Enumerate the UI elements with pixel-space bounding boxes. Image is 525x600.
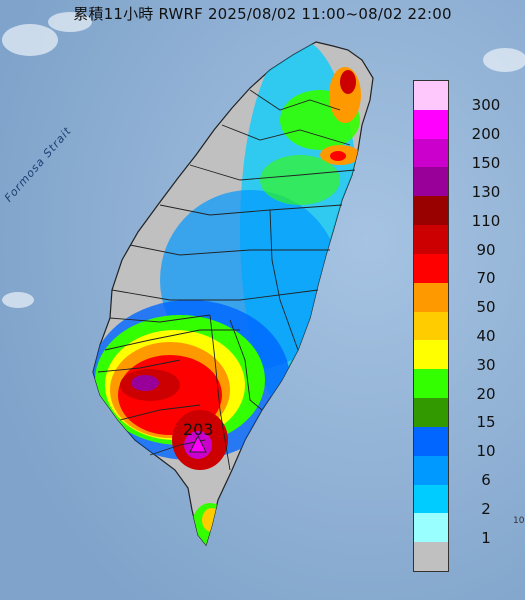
max-rainfall-marker xyxy=(189,434,207,453)
corner-mark: 10 xyxy=(513,516,525,526)
rain-field-mid-green xyxy=(260,155,340,205)
rainfall-legend-bar xyxy=(413,80,449,572)
legend-label: 50 xyxy=(476,298,496,317)
map-title: 累積11小時 RWRF 2025/08/02 11:00~08/02 22:00 xyxy=(73,5,452,23)
legend-label: 6 xyxy=(481,471,491,490)
legend-label: 2 xyxy=(481,499,491,518)
legend-swatch xyxy=(414,225,448,255)
legend-swatch xyxy=(414,81,448,110)
legend-swatch xyxy=(414,196,448,226)
legend-label: 110 xyxy=(471,211,501,230)
max-rainfall-label: 203 xyxy=(183,420,214,439)
legend-swatch xyxy=(414,282,448,312)
rain-field-ne-red xyxy=(330,151,346,161)
legend-label: 1 xyxy=(481,528,491,547)
legend-swatch xyxy=(414,398,448,428)
legend-label: 150 xyxy=(471,154,501,173)
legend-swatch xyxy=(414,340,448,370)
legend-swatch xyxy=(414,369,448,399)
cloud-patches xyxy=(2,12,525,308)
legend-label: 130 xyxy=(471,182,501,201)
legend-swatch xyxy=(414,138,448,168)
legend-swatch xyxy=(414,542,448,572)
legend-swatch xyxy=(414,253,448,283)
legend-label: 15 xyxy=(476,413,496,432)
rain-field-north-red xyxy=(340,70,356,94)
legend-label: 30 xyxy=(476,355,496,374)
legend-swatch xyxy=(414,311,448,341)
legend-swatch xyxy=(414,109,448,139)
legend-label: 300 xyxy=(471,96,501,115)
legend-label: 40 xyxy=(476,327,496,345)
legend-swatch xyxy=(414,167,448,197)
legend-label: 10 xyxy=(476,442,496,461)
legend-label: 20 xyxy=(476,384,496,403)
legend-swatch xyxy=(414,426,448,456)
rain-field-south-purple-west xyxy=(131,375,159,391)
legend-label: 70 xyxy=(476,269,496,288)
legend-swatch xyxy=(414,484,448,514)
legend-label: 90 xyxy=(476,240,496,259)
legend-swatch xyxy=(414,513,448,543)
legend-swatch xyxy=(414,455,448,485)
legend-label: 200 xyxy=(471,125,501,144)
